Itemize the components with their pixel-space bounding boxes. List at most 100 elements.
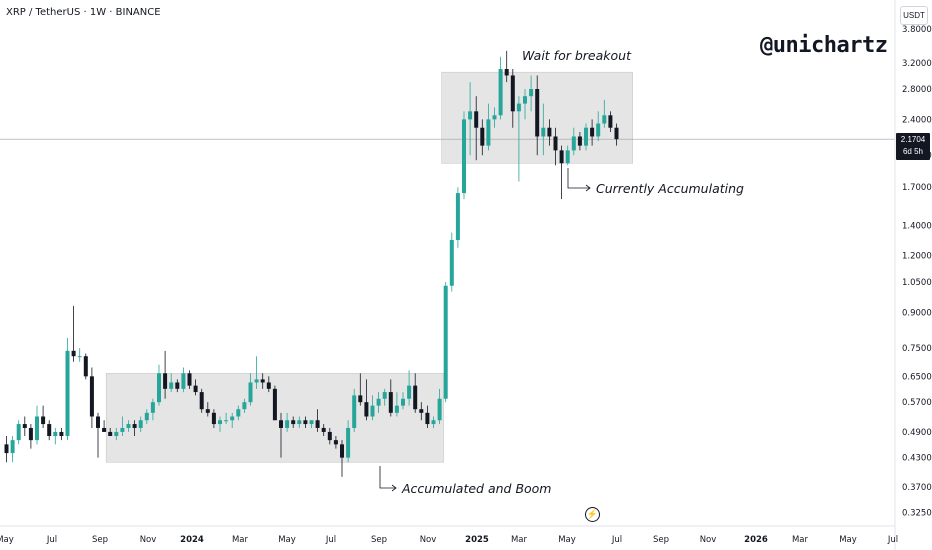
candle	[541, 103, 546, 156]
candle	[431, 416, 436, 428]
candle	[157, 364, 161, 406]
candle-body	[199, 392, 204, 410]
candle	[285, 412, 290, 432]
candle	[53, 427, 58, 445]
candle-body	[22, 424, 27, 428]
currency-label[interactable]: USDT	[900, 6, 928, 25]
candle	[602, 99, 607, 128]
candle-body	[614, 127, 619, 140]
candle	[35, 405, 39, 445]
candle-body	[590, 127, 595, 137]
time-tick-label: Jul	[46, 535, 57, 545]
candle	[47, 420, 52, 441]
candle-body	[28, 427, 33, 441]
candle	[462, 111, 466, 200]
candle-body	[108, 431, 113, 436]
candle-body	[486, 119, 491, 146]
time-tick-label: Mar	[511, 535, 528, 545]
candle	[468, 82, 473, 156]
arrow-accumulated-boom	[379, 466, 397, 492]
time-tick-label: May	[0, 535, 14, 545]
candle	[419, 402, 424, 421]
candle	[303, 416, 308, 428]
price-tick-label: 0.7500	[902, 344, 932, 354]
candle-body	[163, 373, 168, 389]
candle-body	[272, 388, 277, 421]
candle-body	[59, 431, 64, 436]
price-tick-label: 0.3700	[902, 483, 932, 493]
candle-body	[370, 405, 375, 417]
candle-body	[553, 136, 558, 151]
lightning-icon[interactable]: ⚡	[585, 507, 600, 522]
candle-body	[211, 412, 216, 425]
candle	[327, 427, 332, 445]
candle-body	[10, 440, 15, 454]
time-tick-label: Nov	[420, 535, 437, 545]
candle	[224, 412, 229, 425]
price-tick-label: 2.4000	[902, 115, 932, 125]
time-tick-label: Sep	[653, 535, 669, 545]
candle	[291, 416, 296, 428]
candle	[492, 107, 497, 128]
candle	[577, 132, 582, 151]
candle-body	[83, 356, 88, 377]
candle	[523, 89, 527, 120]
candle-body	[236, 409, 241, 417]
candle-body	[181, 373, 186, 389]
candle-body	[65, 350, 70, 436]
candle-body	[187, 373, 192, 386]
candle	[596, 111, 601, 141]
candle	[108, 427, 113, 436]
candle	[150, 398, 155, 421]
price-tick-label: 3.8000	[902, 25, 932, 35]
candle-body	[77, 356, 82, 358]
candle-body	[132, 424, 137, 428]
candle-body	[53, 431, 58, 436]
candle	[248, 373, 253, 406]
candle-body	[394, 405, 399, 413]
candle	[242, 398, 247, 413]
candle	[388, 379, 393, 417]
price-tick-label: 1.2000	[902, 252, 932, 262]
price-axis: 3.80003.20002.80002.40002.00001.70001.40…	[902, 25, 932, 519]
candle-body	[285, 420, 290, 428]
current-price-value: 2.1704	[900, 135, 926, 144]
candle	[486, 103, 491, 151]
candle	[272, 385, 277, 421]
candle-body	[504, 69, 509, 76]
candle-body	[150, 402, 155, 413]
candle-body	[565, 150, 570, 164]
candle	[333, 435, 338, 449]
time-tick-label: May	[839, 535, 857, 545]
candle	[132, 420, 137, 436]
candle	[547, 119, 552, 146]
candle	[309, 420, 314, 428]
price-tick-label: 1.4000	[902, 221, 932, 231]
candle-body	[291, 420, 296, 425]
candle	[138, 416, 143, 432]
candle	[401, 392, 405, 410]
candle	[181, 367, 186, 393]
candle-body	[41, 416, 46, 425]
candle-body	[449, 239, 454, 286]
candle-body	[102, 427, 107, 432]
price-tick-label: 0.9000	[902, 308, 932, 318]
candle-body	[16, 424, 21, 441]
candle	[254, 356, 259, 389]
candle-body	[126, 424, 131, 428]
candle	[297, 416, 302, 428]
candle	[449, 232, 454, 292]
candle	[144, 409, 149, 425]
symbol-title[interactable]: XRP / TetherUS · 1W · BINANCE	[6, 7, 161, 18]
candle-body	[248, 382, 253, 403]
candle-body	[230, 416, 235, 421]
candle-body	[388, 392, 393, 413]
candle-body	[303, 420, 308, 425]
candle	[260, 373, 265, 389]
candle	[321, 424, 326, 436]
candle-body	[425, 412, 430, 425]
candle	[205, 402, 210, 417]
candle-body	[431, 420, 436, 425]
candle-body	[309, 420, 314, 425]
